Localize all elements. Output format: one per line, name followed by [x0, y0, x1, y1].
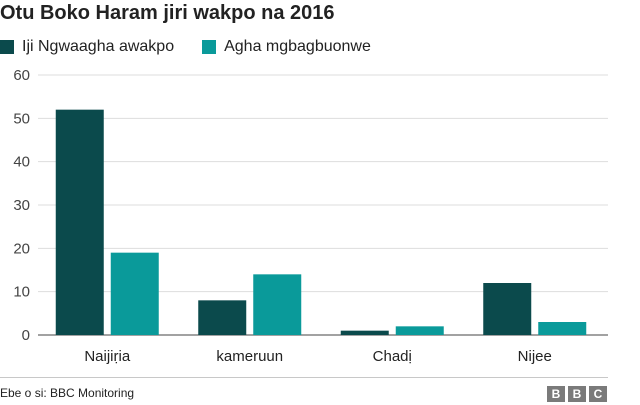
legend-item-series-2: Agha mgbagbuonwe: [202, 38, 371, 56]
y-tick-label: 50: [13, 110, 30, 127]
footer-divider: [0, 377, 608, 378]
y-tick-label: 10: [13, 284, 30, 301]
legend-item-series-1: Iji Ngwaagha awakpo: [0, 38, 174, 56]
bar-1: [55, 109, 104, 335]
bbc-logo: B B C: [544, 386, 607, 402]
x-tick-label: Chadị: [373, 348, 412, 365]
bar-2: [253, 274, 302, 335]
bar-chart: 0 10 20 30 40 50 60 Naijiṛia kameruun Chadị Nijee: [13, 67, 608, 365]
y-tick-label: 30: [13, 197, 30, 214]
bbc-logo-letter: B: [568, 386, 586, 402]
bbc-logo-letter: C: [589, 386, 607, 402]
chart-title: Otu Boko Haram jiri wakpo na 2016: [0, 2, 335, 24]
y-tick-label: 60: [13, 67, 30, 84]
source-text: Ebe o si: BBC Monitoring: [0, 386, 135, 400]
bar-1: [340, 330, 389, 335]
bar-2: [538, 322, 587, 335]
bar-2: [110, 252, 159, 335]
bar-1: [483, 283, 532, 335]
legend-swatch-series-2: [202, 40, 217, 54]
chart-legend: Iji Ngwaagha awakpo Agha mgbagbuonwe: [0, 38, 399, 56]
x-tick-label: Naijiṛia: [84, 348, 131, 365]
y-tick-label: 20: [13, 240, 30, 257]
bar-2: [395, 326, 444, 335]
bar-1: [198, 300, 247, 335]
legend-label-series-2: Agha mgbagbuonwe: [224, 38, 371, 55]
y-tick-label: 0: [22, 327, 30, 344]
y-tick-label: 40: [13, 154, 30, 171]
x-tick-label: Nijee: [518, 348, 552, 365]
bbc-logo-letter: B: [547, 386, 565, 402]
legend-swatch-series-1: [0, 40, 14, 54]
x-tick-label: kameruun: [216, 348, 283, 365]
legend-label-series-1: Iji Ngwaagha awakpo: [22, 38, 175, 55]
